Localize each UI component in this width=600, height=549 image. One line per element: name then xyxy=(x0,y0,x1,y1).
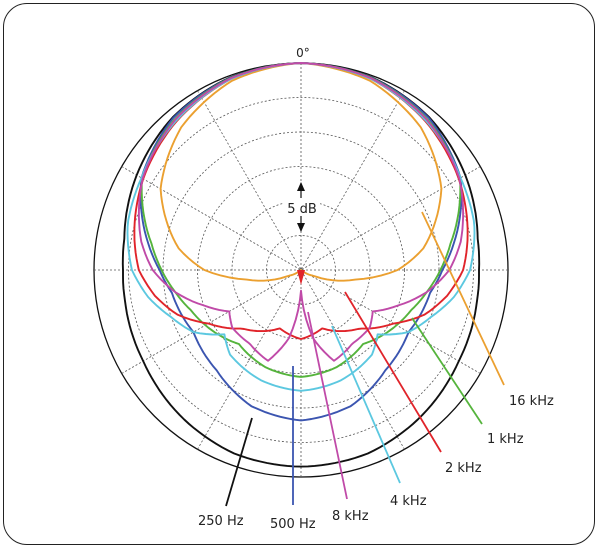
leader-8-khz xyxy=(307,311,348,500)
leader-16-khz xyxy=(421,211,505,386)
legend-leaders xyxy=(225,211,505,507)
legend-label-1-khz: 1 kHz xyxy=(487,432,524,447)
legend-labels: 250 Hz 500 Hz 1 kHz 2 kHz 4 kHz 8 kHz 16 kHz xyxy=(198,394,554,532)
legend-label-4-khz: 4 kHz xyxy=(390,494,427,509)
scale-label: 5 dB xyxy=(287,202,317,217)
curve-8-khz xyxy=(137,62,465,362)
center-notch xyxy=(297,270,305,285)
legend-label-8-khz: 8 kHz xyxy=(332,509,369,524)
grid-ring xyxy=(128,97,474,443)
scale-arrow-head-up xyxy=(297,182,305,191)
legend-label-2-khz: 2 kHz xyxy=(445,461,482,476)
legend-label-16-khz: 16 kHz xyxy=(509,394,554,409)
leader-250-hz xyxy=(225,417,253,507)
angle-label-0: 0° xyxy=(296,46,310,60)
scale-arrow-head-down xyxy=(297,223,305,232)
leader-1-khz xyxy=(411,317,483,425)
scale-label-bg xyxy=(284,198,320,216)
scale-marker: 5 dB xyxy=(284,182,320,232)
leader-2-khz xyxy=(344,291,442,453)
polar-curves xyxy=(121,62,481,468)
grid-ring xyxy=(197,166,405,374)
leader-4-khz xyxy=(331,325,401,484)
grid-spoke xyxy=(121,166,481,374)
legend-label-250-hz: 250 Hz xyxy=(198,514,244,529)
grid-spoke xyxy=(121,166,481,374)
legend-label-500-hz: 500 Hz xyxy=(270,517,316,532)
